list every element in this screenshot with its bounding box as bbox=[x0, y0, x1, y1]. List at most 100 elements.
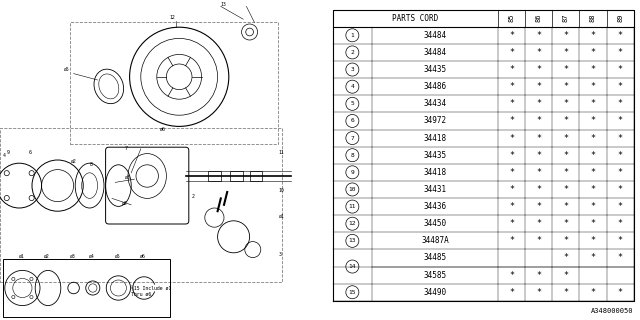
Text: *: * bbox=[591, 219, 595, 228]
Text: *: * bbox=[563, 133, 568, 143]
Text: *: * bbox=[536, 82, 541, 91]
Text: *: * bbox=[591, 48, 595, 57]
Text: *: * bbox=[563, 185, 568, 194]
Text: ø6: ø6 bbox=[160, 127, 166, 132]
Text: *: * bbox=[618, 133, 623, 143]
Text: *: * bbox=[618, 168, 623, 177]
Text: *: * bbox=[618, 236, 623, 245]
Text: *: * bbox=[509, 99, 515, 108]
Text: ø6: ø6 bbox=[140, 253, 146, 259]
Text: *: * bbox=[591, 99, 595, 108]
Text: 34486: 34486 bbox=[424, 82, 447, 91]
Text: 9: 9 bbox=[6, 149, 9, 155]
Text: *: * bbox=[563, 236, 568, 245]
Text: 7: 7 bbox=[125, 146, 127, 151]
Text: *: * bbox=[591, 65, 595, 74]
Bar bbox=[230, 171, 243, 181]
Text: *: * bbox=[509, 116, 515, 125]
Text: 2: 2 bbox=[192, 194, 195, 199]
Text: *: * bbox=[618, 48, 623, 57]
Text: *: * bbox=[618, 219, 623, 228]
Text: 34487A: 34487A bbox=[421, 236, 449, 245]
Text: *: * bbox=[536, 133, 541, 143]
Text: *: * bbox=[618, 65, 623, 74]
Text: ø2: ø2 bbox=[44, 253, 50, 259]
Text: 15: 15 bbox=[349, 290, 356, 295]
Text: *: * bbox=[509, 133, 515, 143]
Text: *: * bbox=[509, 288, 515, 297]
Text: 34484: 34484 bbox=[424, 48, 447, 57]
Text: 3: 3 bbox=[278, 252, 281, 257]
Text: *: * bbox=[563, 202, 568, 211]
Text: *: * bbox=[618, 82, 623, 91]
Text: *: * bbox=[591, 116, 595, 125]
Text: ø1: ø1 bbox=[278, 214, 284, 219]
Text: *: * bbox=[618, 116, 623, 125]
Text: *: * bbox=[563, 168, 568, 177]
Text: *: * bbox=[563, 253, 568, 262]
Text: ø3: ø3 bbox=[70, 253, 76, 259]
Text: *: * bbox=[591, 133, 595, 143]
Text: *: * bbox=[536, 236, 541, 245]
Text: ø1: ø1 bbox=[19, 253, 24, 259]
Text: *: * bbox=[591, 82, 595, 91]
Text: 34418: 34418 bbox=[424, 133, 447, 143]
Text: *: * bbox=[563, 99, 568, 108]
Text: ø5: ø5 bbox=[115, 253, 120, 259]
Text: *: * bbox=[563, 116, 568, 125]
Text: 88: 88 bbox=[590, 14, 596, 22]
Text: *: * bbox=[509, 202, 515, 211]
Text: 34484: 34484 bbox=[424, 31, 447, 40]
Text: *: * bbox=[618, 253, 623, 262]
Text: *: * bbox=[536, 271, 541, 280]
Text: *: * bbox=[618, 202, 623, 211]
Text: 7: 7 bbox=[351, 136, 354, 140]
Text: 14: 14 bbox=[246, 0, 252, 1]
Text: *: * bbox=[563, 82, 568, 91]
Text: *: * bbox=[591, 31, 595, 40]
Text: *: * bbox=[509, 48, 515, 57]
Text: 34418: 34418 bbox=[424, 168, 447, 177]
Text: ø2: ø2 bbox=[122, 201, 127, 206]
Text: 5: 5 bbox=[351, 101, 354, 106]
Text: *: * bbox=[618, 99, 623, 108]
Text: *: * bbox=[509, 168, 515, 177]
Text: *: * bbox=[509, 82, 515, 91]
Text: A348000050: A348000050 bbox=[591, 308, 634, 314]
Text: *: * bbox=[536, 168, 541, 177]
Text: ⅔15 Include ø1
Thru ø6: ⅔15 Include ø1 Thru ø6 bbox=[131, 286, 172, 297]
Text: 1: 1 bbox=[351, 33, 354, 38]
Text: 34490: 34490 bbox=[424, 288, 447, 297]
Text: 10: 10 bbox=[278, 188, 284, 193]
Text: *: * bbox=[509, 219, 515, 228]
Text: 13: 13 bbox=[349, 238, 356, 243]
Text: *: * bbox=[536, 65, 541, 74]
Text: 3: 3 bbox=[351, 67, 354, 72]
Text: 4: 4 bbox=[351, 84, 354, 89]
Text: 11: 11 bbox=[349, 204, 356, 209]
Text: *: * bbox=[536, 48, 541, 57]
Text: *: * bbox=[618, 288, 623, 297]
Text: 34972: 34972 bbox=[424, 116, 447, 125]
Text: *: * bbox=[536, 288, 541, 297]
Text: 9: 9 bbox=[351, 170, 354, 175]
Text: *: * bbox=[509, 185, 515, 194]
Text: 6: 6 bbox=[351, 118, 354, 124]
Text: *: * bbox=[591, 202, 595, 211]
Text: ø5: ø5 bbox=[64, 66, 70, 71]
Text: *: * bbox=[536, 202, 541, 211]
Text: *: * bbox=[563, 48, 568, 57]
Text: 2: 2 bbox=[351, 50, 354, 55]
Text: *: * bbox=[563, 219, 568, 228]
Text: 34436: 34436 bbox=[424, 202, 447, 211]
Text: 8: 8 bbox=[90, 163, 92, 167]
Text: 8: 8 bbox=[351, 153, 354, 158]
Text: 12: 12 bbox=[349, 221, 356, 226]
Text: *: * bbox=[563, 31, 568, 40]
Text: 11: 11 bbox=[278, 149, 284, 155]
Text: *: * bbox=[591, 185, 595, 194]
Text: *: * bbox=[509, 236, 515, 245]
Text: *: * bbox=[536, 99, 541, 108]
Text: *: * bbox=[618, 31, 623, 40]
Text: 85: 85 bbox=[509, 14, 515, 22]
